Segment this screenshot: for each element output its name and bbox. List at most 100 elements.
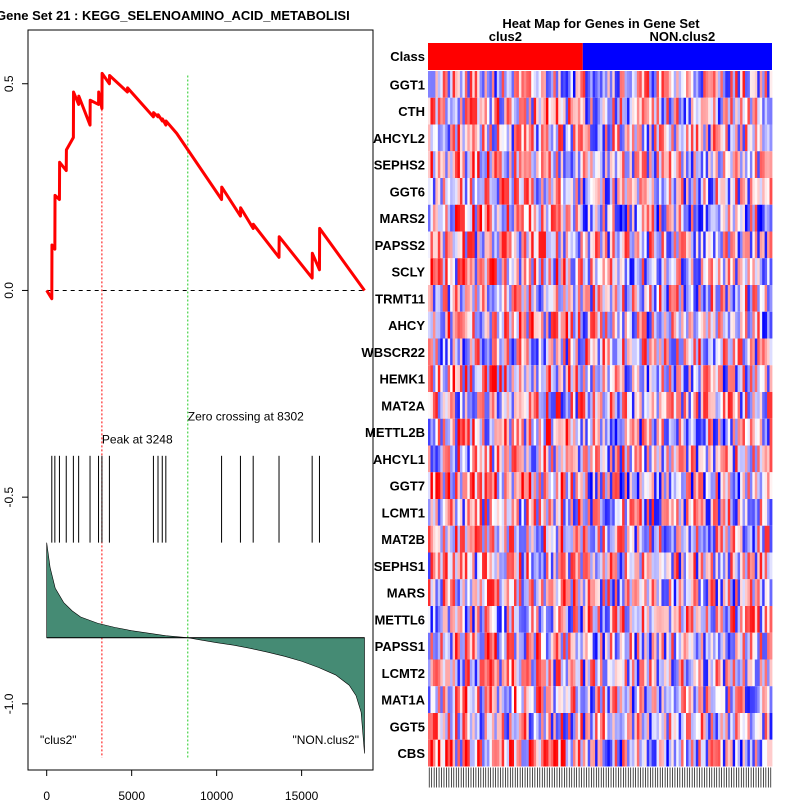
heatmap-cell (587, 311, 591, 339)
heatmap-cell (737, 204, 741, 232)
heatmap-cell (693, 365, 697, 392)
heatmap-cell (646, 579, 650, 606)
heatmap-cell (690, 686, 694, 713)
heatmap-cell (710, 204, 714, 232)
heatmap-cell (553, 178, 557, 205)
heatmap-cell (678, 525, 682, 553)
heatmap-cell (671, 392, 675, 419)
heatmap-cell (634, 311, 638, 339)
heatmap-cell (678, 71, 682, 98)
heatmap-cell (747, 258, 751, 285)
heatmap-cell (501, 659, 505, 687)
heatmap-cell (528, 204, 532, 232)
heatmap-cell (769, 686, 773, 713)
heatmap-cell (580, 418, 584, 446)
heatmap-cell (430, 178, 434, 205)
heatmap-cell (592, 258, 596, 285)
heatmap-cell (489, 579, 493, 606)
heatmap-cell (472, 418, 476, 446)
heatmap-cell (602, 204, 606, 232)
heatmap-cell (592, 579, 596, 606)
heatmap-cell (651, 739, 655, 767)
heatmap-cell (749, 579, 753, 606)
heatmap-cell (531, 204, 535, 232)
heatmap-cell (523, 579, 527, 606)
heatmap-cell (442, 418, 446, 446)
heatmap-cell (432, 739, 436, 767)
heatmap-cell (563, 525, 566, 553)
heatmap-cell (472, 124, 476, 152)
heatmap-cell (737, 392, 741, 419)
heatmap-cell (654, 71, 657, 98)
heatmap-cell (560, 445, 564, 473)
heatmap-cell (629, 713, 633, 740)
heatmap-cell (457, 579, 461, 606)
heatmap-cell (469, 338, 473, 366)
heatmap-cell (440, 71, 444, 98)
heatmap-cell (455, 258, 458, 285)
heatmap-cell (703, 552, 707, 580)
heatmap-cell (467, 151, 471, 178)
heatmap-cell (494, 285, 498, 312)
heatmap-cell (604, 151, 608, 178)
heatmap-cell (467, 499, 471, 526)
heatmap-row-label: MAT1A (381, 693, 425, 708)
heatmap-cell (705, 311, 709, 339)
heatmap-cell (737, 285, 741, 312)
heatmap-cell (740, 632, 743, 660)
heatmap-cell (612, 472, 616, 499)
heatmap-cell (445, 499, 449, 526)
heatmap-cell (622, 231, 625, 259)
heatmap-cell (509, 258, 512, 285)
heatmap-cell (722, 445, 726, 473)
heatmap-cell (533, 258, 537, 285)
heatmap-cell (710, 659, 714, 687)
heatmap-cell (668, 499, 672, 526)
heatmap-cell (767, 525, 770, 553)
heatmap-cell (563, 445, 566, 473)
heatmap-cell (585, 365, 589, 392)
heatmap-cell (737, 178, 741, 205)
heatmap-cell (658, 499, 662, 526)
heatmap-cell (545, 445, 549, 473)
heatmap-cell (705, 231, 709, 259)
heatmap-cell (769, 204, 773, 232)
heatmap-cell (521, 97, 525, 125)
heatmap-cell (570, 231, 574, 259)
heatmap-cell (523, 713, 527, 740)
heatmap-cell (654, 499, 657, 526)
heatmap-cell (553, 739, 557, 767)
heatmap-cell (486, 151, 490, 178)
heatmap-cell (762, 525, 766, 553)
heatmap-cell (543, 311, 547, 339)
heatmap-cell (735, 499, 738, 526)
heatmap-cell (526, 392, 530, 419)
heatmap-cell (479, 739, 483, 767)
heatmap-cell (469, 472, 473, 499)
heatmap-cell (572, 525, 576, 553)
heatmap-cell (553, 285, 557, 312)
heatmap-cell (717, 97, 721, 125)
heatmap-cell (592, 659, 596, 687)
heatmap-cell (486, 579, 490, 606)
heatmap-cell (732, 579, 736, 606)
heatmap-cell (462, 713, 466, 740)
heatmap-cell (486, 231, 490, 259)
heatmap-cell (568, 178, 571, 205)
heatmap-cell (550, 606, 554, 633)
heatmap-cell (627, 258, 630, 285)
heatmap-cell (575, 525, 579, 553)
heatmap-cell (560, 71, 564, 98)
heatmap-cell (518, 632, 522, 660)
heatmap-cell (509, 231, 512, 259)
heatmap-cell (690, 231, 694, 259)
x-tick-label: 10000 (200, 789, 234, 800)
heatmap-cell (580, 445, 584, 473)
heatmap-cell (457, 71, 461, 98)
heatmap-cell (479, 713, 483, 740)
heatmap-cell (582, 606, 586, 633)
heatmap-cell (511, 151, 515, 178)
heatmap-cell (499, 178, 503, 205)
heatmap-cell (489, 311, 493, 339)
heatmap-cell (477, 124, 480, 152)
